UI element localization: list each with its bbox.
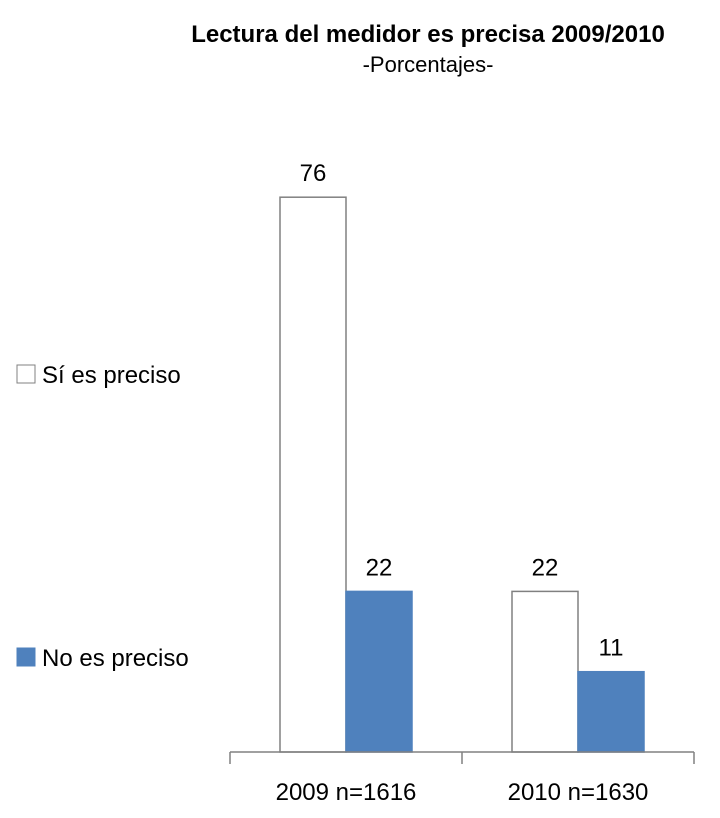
- bar-no-es-preciso-2: [577, 670, 645, 753]
- bar-si-es-preciso-1: [279, 196, 347, 753]
- bar-si-es-preciso-2: [511, 590, 579, 753]
- x-axis: 2009 n=1616 2010 n=1630: [229, 751, 695, 806]
- legend-swatch-si-es-preciso: [16, 364, 36, 384]
- legend: Sí es preciso No es preciso: [16, 362, 189, 672]
- data-label-no-es-preciso-1: 22: [366, 554, 393, 581]
- legend-label-si-es-preciso: Sí es preciso: [42, 362, 181, 389]
- chart-title: Lectura del medidor es precisa 2009/2010: [191, 21, 665, 48]
- bar-no-es-preciso-1: [345, 590, 413, 753]
- bars-group: [279, 196, 645, 753]
- data-label-si-es-preciso-1: 76: [300, 160, 327, 187]
- data-label-no-es-preciso-2: 11: [599, 635, 624, 662]
- chart-subtitle: -Porcentajes-: [363, 52, 494, 77]
- x-tick-label: 2010 n=1630: [508, 779, 649, 806]
- value-labels-group: 76 22 22 11: [300, 160, 624, 662]
- x-tick-label: 2009 n=1616: [276, 779, 417, 806]
- legend-label-no-es-preciso: No es preciso: [42, 645, 189, 672]
- data-label-si-es-preciso-2: 22: [532, 554, 559, 581]
- legend-swatch-no-es-preciso: [16, 647, 36, 667]
